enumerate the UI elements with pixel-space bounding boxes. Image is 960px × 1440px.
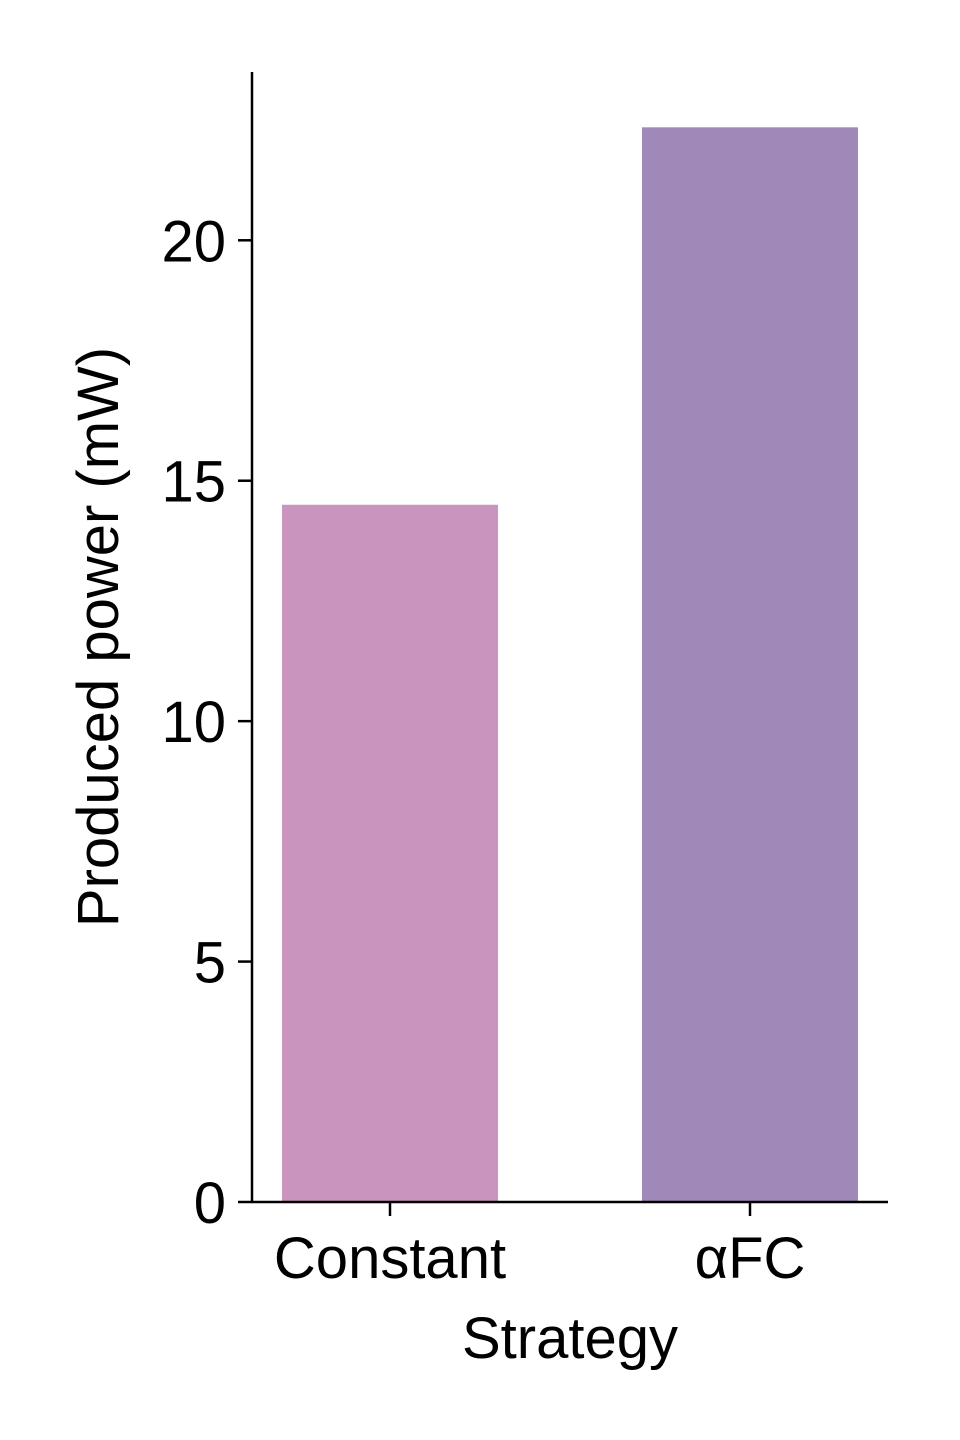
- x-axis-title: Strategy: [462, 1306, 678, 1371]
- y-tick-label-20: 20: [161, 209, 226, 274]
- x-tick-label-1: Constant: [274, 1226, 506, 1291]
- y-tick-label-10: 10: [161, 690, 226, 755]
- y-tick-label-15: 15: [161, 450, 226, 515]
- x-axis-ticks: Constant αFC: [274, 1202, 806, 1291]
- y-tick-label-0: 0: [194, 1171, 226, 1236]
- x-tick-label-2: αFC: [695, 1226, 806, 1291]
- y-axis-ticks: 0 5 10 15 20: [161, 209, 252, 1236]
- bar-1: [282, 504, 498, 1202]
- y-tick-label-5: 5: [194, 931, 226, 996]
- bar-2: [642, 127, 858, 1203]
- y-axis-title: Produced power (mW): [66, 347, 131, 927]
- bars-group: [282, 127, 858, 1203]
